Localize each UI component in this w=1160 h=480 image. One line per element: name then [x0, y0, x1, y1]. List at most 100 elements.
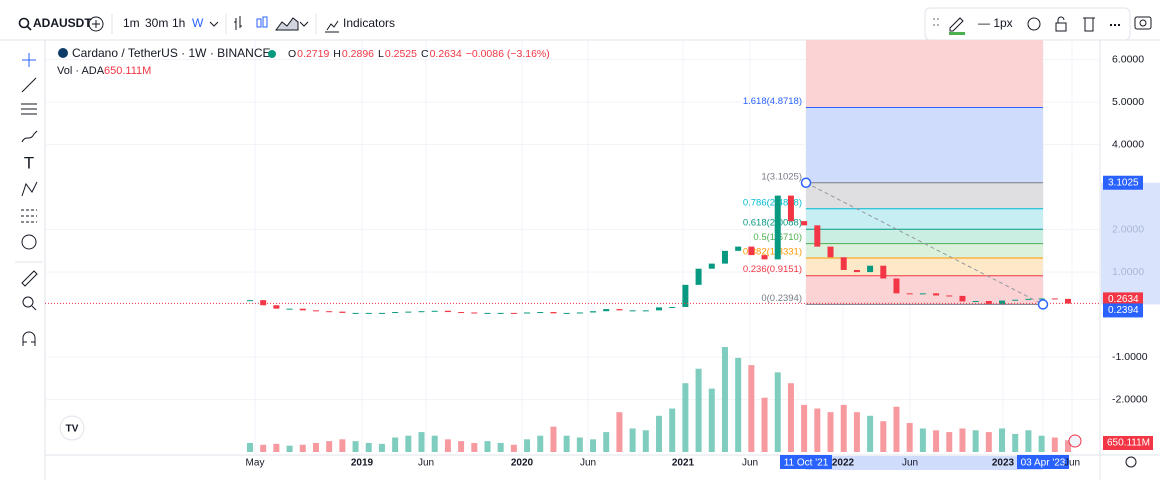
candle	[801, 221, 808, 226]
interval-active[interactable]: W	[192, 16, 204, 30]
volume-bar	[959, 428, 966, 452]
ohlc-key: L	[378, 48, 384, 60]
ohlc-value: 0.2525	[385, 48, 417, 60]
tv-logo[interactable]	[59, 415, 85, 441]
time-label: 2019	[351, 458, 374, 469]
lock-shackle	[1057, 16, 1065, 23]
indicators-button[interactable]: Indicators	[343, 16, 395, 30]
fib-tool[interactable]	[21, 103, 37, 115]
candle	[431, 310, 438, 312]
volume-value: 650.111M	[104, 65, 151, 77]
candle	[563, 312, 570, 314]
candle	[590, 311, 597, 313]
candle	[352, 312, 359, 314]
interval[interactable]: 1h	[172, 16, 185, 30]
chart-type-dropdown[interactable]	[299, 21, 309, 27]
volume-bar	[827, 412, 834, 452]
fib-zone	[806, 208, 1043, 230]
brush-tool[interactable]	[21, 130, 38, 143]
drag-handle[interactable]	[1037, 299, 1049, 310]
candle	[933, 293, 940, 296]
pen-icon[interactable]	[949, 17, 964, 32]
candle	[629, 310, 636, 312]
candle	[405, 311, 412, 313]
volume-bar	[418, 432, 425, 452]
fib-label: 0.236(0.9151)	[743, 264, 802, 275]
candle	[985, 301, 992, 304]
crosshair-tool[interactable]	[22, 53, 36, 67]
time-label: 2022	[832, 458, 855, 469]
fib-trend-line	[805, 182, 1044, 305]
symbol[interactable]: ADAUSDT	[33, 16, 92, 30]
indicators-icon[interactable]	[325, 20, 339, 33]
pattern-tool[interactable]	[21, 181, 38, 197]
interval[interactable]: 30m	[145, 16, 168, 30]
price-tag	[1103, 292, 1143, 307]
zoom-tool[interactable]	[22, 296, 34, 308]
ruler-tool[interactable]	[21, 270, 38, 287]
candle	[893, 278, 900, 294]
time-label: Jun	[580, 458, 596, 469]
delete-icon[interactable]	[1083, 17, 1095, 32]
volume-bar	[999, 428, 1006, 452]
interval-dropdown[interactable]	[209, 21, 219, 27]
price-tag-label: 0.2394	[1108, 305, 1139, 316]
time-label: Jun	[742, 458, 758, 469]
volume-bar	[735, 357, 742, 452]
axis-settings[interactable]	[1125, 456, 1137, 468]
volume-bar	[497, 442, 504, 452]
candle	[761, 255, 768, 260]
text-tool[interactable]: T	[24, 153, 34, 172]
volume-bar	[708, 388, 715, 452]
candle	[247, 300, 253, 302]
line-width[interactable]: — 1px	[978, 16, 1013, 30]
bars-icon[interactable]	[234, 16, 242, 30]
lock-icon[interactable]	[1055, 22, 1067, 32]
search-icon[interactable]	[18, 17, 30, 29]
candle	[1025, 298, 1032, 300]
drag-handle[interactable]	[933, 18, 939, 26]
candle	[1065, 298, 1071, 304]
ohlc-key: O	[288, 48, 296, 60]
price-tag	[1103, 303, 1143, 318]
fib-label: 0.382(1.3331)	[743, 246, 802, 257]
prediction-tool[interactable]	[21, 209, 37, 223]
volume-tag-label: 650.111M	[1107, 438, 1150, 449]
area-icon[interactable]	[275, 17, 299, 31]
fib-zone	[806, 107, 1043, 183]
candles-icon[interactable]	[256, 18, 262, 28]
volume-bar	[339, 439, 346, 452]
candle	[286, 308, 293, 310]
emoji-tool[interactable]	[21, 234, 37, 250]
candle	[840, 257, 847, 270]
settings-icon[interactable]	[1027, 17, 1041, 31]
drag-handle[interactable]	[800, 177, 812, 188]
magnet-tool[interactable]	[22, 331, 36, 346]
price-tag-label: 0.2634	[1108, 294, 1139, 305]
ohlc-change: −0.0086 (−3.16%)	[466, 48, 550, 60]
volume-bar	[748, 365, 755, 452]
interval[interactable]: 1m	[123, 16, 140, 30]
candle	[299, 308, 306, 311]
volume-bar	[312, 442, 319, 452]
snapshot-icon[interactable]	[1134, 16, 1152, 30]
volume-bar	[840, 404, 847, 452]
volume-bar	[326, 441, 333, 452]
legend-title: Cardano / TetherUS · 1W · BINANCE	[72, 46, 271, 60]
candle	[1012, 299, 1019, 301]
candle	[616, 309, 623, 311]
candle	[392, 312, 399, 314]
volume-tag	[1103, 436, 1153, 450]
add-symbol[interactable]	[88, 16, 104, 32]
candle	[721, 250, 728, 264]
volume-bar	[1025, 430, 1032, 452]
trendline-tool[interactable]	[21, 77, 37, 93]
volume-bar	[524, 439, 531, 452]
volume-bar	[299, 444, 306, 452]
candle	[656, 307, 662, 311]
search-icon-handle	[26, 25, 32, 31]
color-swatch	[949, 32, 965, 35]
candle	[510, 312, 517, 314]
volume-bar	[669, 408, 676, 452]
